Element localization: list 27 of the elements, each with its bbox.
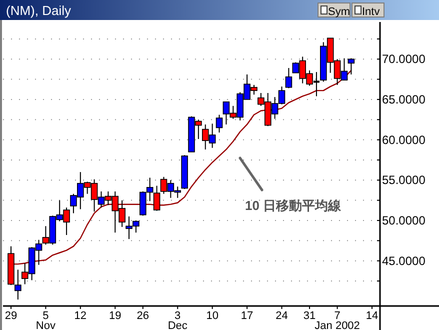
text: Sym: [328, 6, 350, 18]
candlestick: [14, 269, 22, 300]
y-tick-label: 60.0000: [382, 132, 426, 147]
chart-title: (NM), Daily: [6, 3, 72, 18]
candlestick: [153, 185, 160, 212]
x-tick-label: 5 Nov: [36, 310, 56, 330]
x-tick-label: 12: [74, 310, 87, 322]
text: Intv: [362, 6, 380, 18]
x-tick-label: 26: [136, 310, 150, 322]
y-tick-label: 50.0000: [382, 213, 426, 228]
x-tick-label: 17: [240, 310, 254, 322]
y-tick-label: 45.0000: [382, 254, 426, 268]
x-tick-label: 19: [109, 310, 122, 322]
x-tick-label: 7 Jan 2002: [314, 310, 360, 330]
x-tick-label: 29: [4, 310, 18, 322]
annotation: 10 日移動平均線: [245, 198, 342, 213]
y-tick-label: 55.0000: [382, 173, 426, 188]
y-tick-label: 65.0000: [382, 92, 426, 106]
x-tick-label: 14: [366, 310, 378, 322]
candlestick: [216, 114, 223, 134]
x-tick-label: 31: [303, 310, 316, 322]
candlestick: [348, 58, 355, 75]
candlestick: [285, 67, 292, 89]
y-tick-label: 70.0000: [382, 52, 426, 66]
x-tick-label: 3 Dec: [168, 310, 188, 330]
x-tick-label: 10: [206, 310, 218, 322]
x-tick-label: 24: [276, 310, 288, 322]
